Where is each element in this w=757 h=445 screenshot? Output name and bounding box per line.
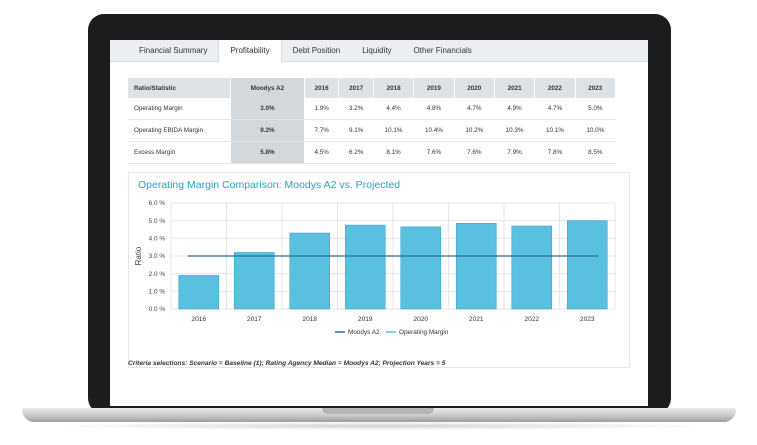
table-cell: 4.5% — [304, 141, 339, 164]
operating-margin-chart: 0.0 % 1.0 % 2.0 % 3.0 % 4.0 % 5.0 % 6.0 % Ratio… — [134, 200, 616, 336]
table-cell: 10.0% — [575, 119, 616, 142]
moodys-cell: 9.2% — [230, 119, 305, 142]
table-cell: 4.8% — [413, 98, 455, 120]
table-cell: 8.5% — [575, 141, 616, 164]
chart-bar-2019[interactable] — [344, 224, 386, 310]
table-row: Excess Margin 5.8% 4.5% 6.2% 8.1% 7.6% 7… — [128, 141, 616, 164]
x-tick-label: 2021 — [469, 316, 484, 323]
table-cell: 8.1% — [373, 141, 414, 164]
legend-label-operating-margin: Operating Margin — [399, 329, 449, 336]
table-cell: 7.6% — [413, 141, 455, 164]
chart-card: Operating Margin Comparison: Moodys A2 v… — [128, 172, 630, 368]
tab-bar: Financial Summary Profitability Debt Pos… — [110, 40, 648, 63]
table-cell: 1.9% — [304, 98, 339, 120]
chart-bar-2023[interactable] — [566, 220, 608, 310]
table-cell: 4.9% — [494, 98, 535, 120]
table-cell: 10.2% — [454, 119, 495, 142]
x-tick-label: 2017 — [247, 316, 262, 323]
chart-bar-2018[interactable] — [289, 232, 331, 310]
laptop-notch — [322, 408, 434, 414]
x-tick-label: 2023 — [580, 316, 595, 323]
tab-financial-summary[interactable]: Financial Summary — [139, 46, 208, 55]
moodys-cell: 5.8% — [230, 141, 305, 164]
column-header: 2023 — [575, 78, 617, 98]
column-header: 2019 — [413, 78, 455, 98]
table-cell: 7.7% — [304, 119, 339, 142]
column-header: Moodys A2 — [230, 78, 305, 98]
column-header: 2018 — [373, 78, 415, 98]
x-tick-label: 2020 — [413, 316, 428, 323]
y-tick-label: 2.0 % — [149, 271, 166, 278]
row-label: Operating Margin — [128, 98, 231, 120]
y-tick-label: 5.0 % — [149, 218, 166, 225]
x-tick-label: 2016 — [191, 316, 206, 323]
table-cell: 7.8% — [534, 141, 576, 164]
table-cell: 4.4% — [373, 98, 414, 120]
column-header: 2017 — [338, 78, 374, 98]
x-tick-label: 2019 — [358, 316, 373, 323]
criteria-selections: Criteria selections: Scenario = Baseline… — [128, 360, 446, 367]
table-cell: 7.9% — [494, 141, 535, 164]
chart-bar-2022[interactable] — [511, 225, 553, 310]
row-label: Operating EBIDA Margin — [128, 119, 231, 142]
table-cell: 5.0% — [575, 98, 616, 120]
row-label: Excess Margin — [128, 141, 231, 164]
tab-other-financials[interactable]: Other Financials — [413, 46, 472, 55]
tab-profitability[interactable]: Profitability — [218, 40, 282, 63]
column-header: 2016 — [304, 78, 340, 98]
table-cell: 10.1% — [534, 119, 576, 142]
column-header: 2022 — [534, 78, 576, 98]
chart-bar-2021[interactable] — [455, 223, 497, 310]
ratios-table: Ratio/Statistic Moodys A2 2016 2017 2018… — [128, 78, 617, 164]
moodys-cell: 3.0% — [230, 98, 305, 120]
screen: Financial Summary Profitability Debt Pos… — [110, 40, 648, 406]
y-tick-label: 0.0 % — [149, 306, 166, 313]
chart-bar-2017[interactable] — [233, 252, 275, 310]
x-tick-label: 2018 — [302, 316, 317, 323]
y-tick-label: 6.0 % — [149, 200, 166, 207]
laptop-shadow — [40, 422, 720, 430]
table-row: Operating EBIDA Margin 9.2% 7.7% 9.1% 10… — [128, 119, 616, 142]
table-cell: 10.4% — [413, 119, 455, 142]
column-header: Ratio/Statistic — [128, 78, 231, 98]
chart-title: Operating Margin Comparison: Moodys A2 v… — [138, 179, 401, 191]
laptop-base — [22, 408, 736, 422]
chart-bar-2016[interactable] — [178, 275, 220, 310]
table-cell: 3.2% — [338, 98, 374, 120]
table-cell: 7.6% — [454, 141, 495, 164]
table-cell: 4.7% — [534, 98, 576, 120]
table-cell: 6.2% — [338, 141, 374, 164]
y-tick-label: 3.0 % — [149, 253, 166, 260]
x-tick-label: 2022 — [524, 316, 539, 323]
table-cell: 10.1% — [373, 119, 414, 142]
y-tick-label: 4.0 % — [149, 236, 166, 243]
table-cell: 9.1% — [338, 119, 374, 142]
column-header: 2021 — [494, 78, 536, 98]
tab-debt-position[interactable]: Debt Position — [292, 46, 341, 55]
table-cell: 4.7% — [454, 98, 495, 120]
y-tick-label: 1.0 % — [149, 289, 166, 296]
column-header: 2020 — [454, 78, 495, 98]
table-header-row: Ratio/Statistic Moodys A2 2016 2017 2018… — [128, 78, 617, 98]
table-cell: 10.3% — [494, 119, 535, 142]
chart-bar-2020[interactable] — [400, 226, 442, 310]
y-axis-title: Ratio — [134, 246, 143, 265]
tab-liquidity[interactable]: Liquidity — [362, 46, 392, 55]
table-row: Operating Margin 3.0% 1.9% 3.2% 4.4% 4.8… — [128, 98, 616, 120]
legend-label-moodys-a2: Moodys A2 — [348, 329, 380, 336]
